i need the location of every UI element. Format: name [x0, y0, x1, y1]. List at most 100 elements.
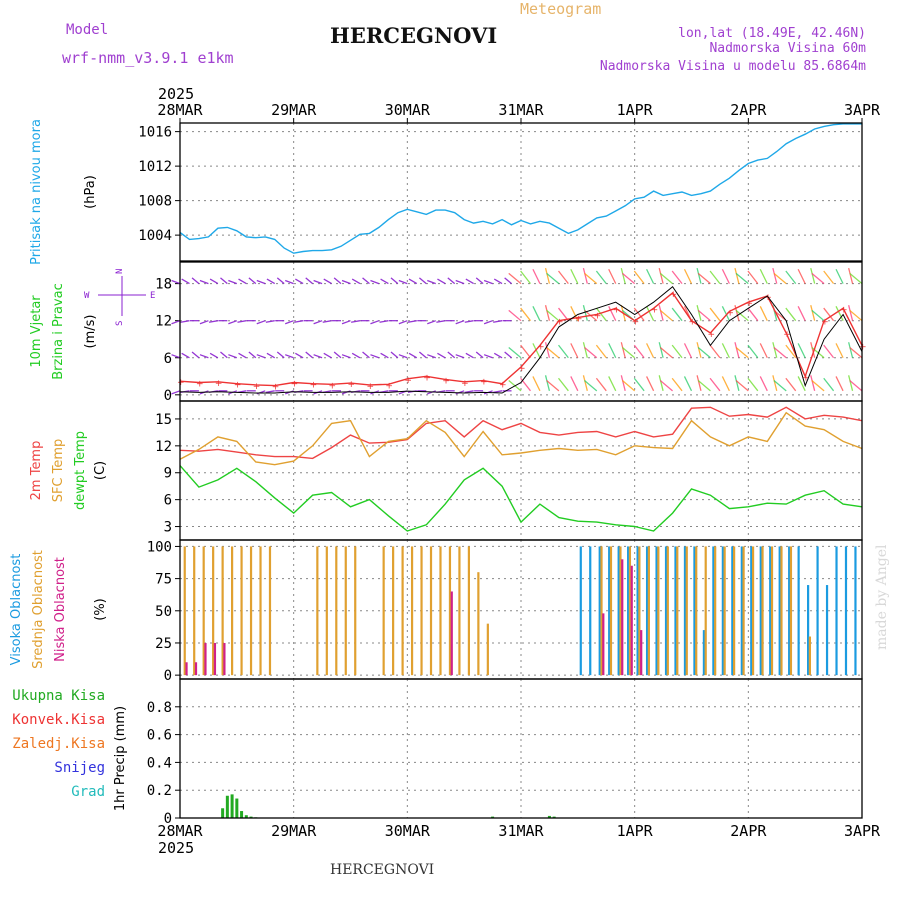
- wind-arrow: [418, 277, 427, 285]
- wind-arrow: [208, 320, 219, 323]
- x-tick-label-top: 3APR: [844, 101, 881, 119]
- wind-arrow: [797, 306, 806, 321]
- wind-arrow: [696, 375, 702, 391]
- bar-visoka-oblacnost: [721, 546, 724, 676]
- wind-arrow: [595, 377, 607, 392]
- bar-srednja-oblacnost: [354, 546, 357, 676]
- wind-arrow: [621, 272, 636, 285]
- wind-arrow: [785, 377, 797, 392]
- bar-visoka-oblacnost: [702, 630, 706, 676]
- y-axis-label: SFC Temp: [51, 439, 66, 503]
- wind-arrow: [237, 320, 247, 323]
- wind-point: +: [764, 293, 772, 303]
- wind-arrow: [437, 278, 446, 285]
- wind-arrow: [747, 307, 759, 322]
- bar-srednja-oblacnost: [477, 572, 480, 676]
- wind-arrow: [323, 278, 332, 285]
- bar-srednja-oblacnost: [666, 546, 669, 676]
- wind-arrow: [370, 279, 380, 285]
- wind-arrow: [849, 380, 863, 392]
- wind-arrow: [323, 352, 332, 359]
- wind-arrow: [683, 376, 693, 392]
- wind-arrow: [447, 351, 456, 359]
- wind-point: +: [537, 342, 545, 352]
- wind-point: +: [556, 318, 564, 328]
- bar-niska-oblacnost: [194, 662, 198, 676]
- wind-point: +: [480, 378, 488, 388]
- y-axis-label: 1hr Precip (mm): [113, 706, 128, 811]
- bar-niska-oblacnost: [213, 642, 217, 676]
- wind-arrow: [608, 376, 617, 392]
- bar-ukupna-kisa: [491, 816, 495, 818]
- wind-arrow: [759, 306, 768, 321]
- bar-visoka-oblacnost: [608, 546, 611, 676]
- bar-srednja-oblacnost: [619, 546, 622, 676]
- wind-arrow: [427, 320, 436, 325]
- wind-arrow: [532, 268, 541, 284]
- wind-arrow: [697, 346, 711, 359]
- wind-arrow: [313, 354, 323, 359]
- wind-arrow: [238, 278, 247, 285]
- wind-arrow: [633, 270, 645, 285]
- wind-arrow: [493, 352, 503, 359]
- wind-arrow: [295, 278, 304, 285]
- wind-arrow: [427, 279, 436, 285]
- bar-srednja-oblacnost: [382, 546, 385, 676]
- footer-station: HERCEGNOVI: [330, 862, 434, 878]
- wind-point: +: [423, 373, 431, 383]
- bar-niska-oblacnost: [640, 630, 643, 676]
- wind-arrow: [265, 320, 275, 323]
- bar-srednja-oblacnost: [657, 546, 660, 676]
- wind-arrow: [709, 344, 721, 359]
- wind-arrow: [772, 342, 778, 358]
- wind-arrow: [508, 309, 522, 322]
- bar-srednja-oblacnost: [609, 546, 613, 676]
- y-tick-label: 1012: [138, 159, 172, 175]
- wind-arrow: [671, 307, 683, 322]
- wind-point: +: [272, 383, 280, 393]
- wind-arrow: [520, 377, 531, 392]
- wind-arrow: [785, 307, 797, 322]
- wind-arrow: [735, 346, 749, 359]
- wind-arrow: [427, 354, 436, 359]
- y-tick-label: 0.4: [147, 755, 172, 771]
- y-axis-label: Niska Oblacnost: [53, 557, 68, 662]
- wind-arrow: [658, 267, 664, 284]
- wind-arrow: [709, 270, 721, 285]
- y-tick-label: 0.2: [147, 783, 172, 799]
- wind-arrow: [811, 309, 825, 322]
- wind-arrow: [810, 342, 816, 358]
- bar-visoka-oblacnost: [854, 546, 857, 676]
- wind-arrow: [811, 272, 825, 285]
- wind-arrow: [835, 306, 844, 321]
- bar-srednja-oblacnost: [458, 546, 461, 676]
- wind-arrow: [464, 320, 474, 323]
- wind-arrow: [709, 377, 721, 392]
- wind-arrow: [823, 377, 835, 392]
- bar-srednja-oblacnost: [316, 546, 319, 676]
- panels: 1004 1008 1012 1016 Pritisak na nivou mora (h…: [9, 85, 881, 857]
- model-altitude-label: Nadmorska Visina u modelu 85.6864m: [600, 59, 866, 74]
- bar-srednja-oblacnost: [685, 546, 688, 676]
- wind-arrow: [721, 306, 730, 321]
- wind-arrow: [773, 272, 787, 285]
- pressure-panel: 1004 1008 1012 1016 Pritisak na nivou mora (h…: [29, 119, 863, 265]
- wind-arrow: [759, 376, 768, 392]
- y-axis-label: (hPa): [83, 175, 98, 209]
- wind-point: +: [234, 381, 242, 391]
- wind-arrow: [199, 354, 209, 359]
- wind-arrow: [305, 277, 314, 285]
- y-axis-label: (m/s): [83, 315, 98, 349]
- x-tick-label-bottom: 28MAR: [157, 822, 203, 840]
- wind-arrow: [848, 267, 854, 284]
- wind-arrow: [407, 320, 417, 323]
- bar-visoka-oblacnost: [816, 546, 819, 676]
- wind-point: +: [291, 379, 299, 389]
- wind-arrow: [785, 270, 797, 285]
- wind-arrows: [171, 267, 863, 395]
- wind-arrow: [341, 354, 351, 359]
- legend-item: Ukupna Kisa: [12, 688, 105, 704]
- wind-point: +: [745, 299, 753, 309]
- wind-arrow: [683, 268, 693, 284]
- wind-arrow: [811, 380, 825, 392]
